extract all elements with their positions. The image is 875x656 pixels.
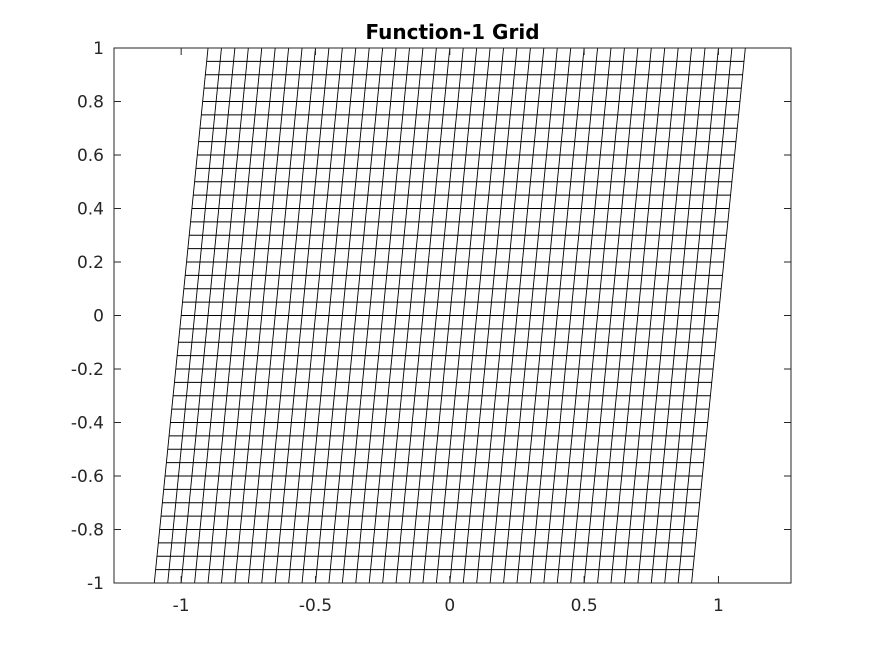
x-tick-label: -0.5 <box>299 596 332 616</box>
y-tick-label: -0.8 <box>71 521 104 541</box>
y-tick-label: 0.4 <box>77 200 104 220</box>
y-tick-label: 0.8 <box>77 93 104 113</box>
y-tick-label: 0 <box>93 307 104 327</box>
y-tick-label: 1 <box>93 39 104 59</box>
axis-ticks <box>114 47 791 584</box>
axis-tick-labels: -1 -0.5 0 0.5 1 -1 -0.8 -0.6 -0.4 -0.2 0 0.2 0.4 0.6 0… <box>71 39 724 616</box>
y-tick-label: 0.6 <box>77 146 104 166</box>
x-tick-label: 0 <box>444 596 455 616</box>
x-tick-label: 0.5 <box>571 596 598 616</box>
y-tick-label: -1 <box>87 574 104 594</box>
x-tick-label: -1 <box>173 596 190 616</box>
y-tick-label: -0.2 <box>71 360 104 380</box>
y-tick-label: -0.4 <box>71 414 104 434</box>
chart-title: Function-1 Grid <box>365 20 539 44</box>
y-tick-label: 0.2 <box>77 253 104 273</box>
y-tick-label: -0.6 <box>71 467 104 487</box>
grid-line-constant-x <box>691 47 746 584</box>
x-tick-label: 1 <box>713 596 724 616</box>
function-grid-mesh <box>153 47 746 584</box>
